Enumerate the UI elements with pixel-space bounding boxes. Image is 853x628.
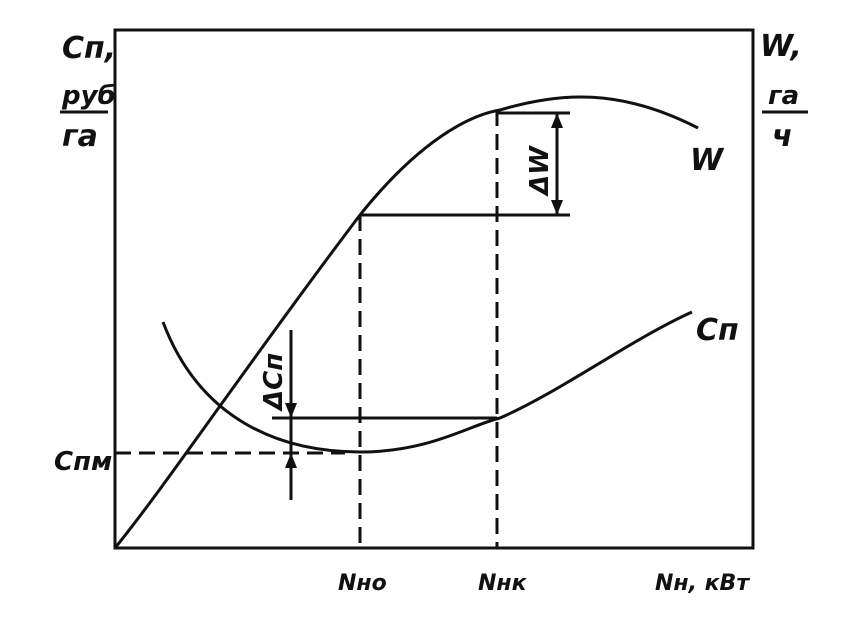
delta-c-label: ΔCп <box>259 353 289 412</box>
y-left-unit-num: руб <box>61 81 116 111</box>
series-cp-label: Cп <box>696 313 739 348</box>
delta-c-arrow-head-bottom <box>285 453 297 468</box>
delta-w-arrow-head-top <box>551 113 563 128</box>
x-axis-label: Nн, кВт <box>655 571 750 596</box>
delta-w-label: ΔW <box>525 145 555 197</box>
y-tick-cpm: Cпм <box>54 447 112 477</box>
series-w-curve <box>113 95 699 549</box>
delta-c-arrow-head-top <box>285 403 297 418</box>
y-left-unit-den: га <box>62 119 98 154</box>
delta-w-arrow-head-bottom <box>551 200 563 215</box>
y-right-symbol: W, <box>760 29 802 64</box>
x-tick-nno: Nно <box>338 571 387 596</box>
series-w-label: W <box>690 143 725 178</box>
x-tick-nnk: Nнк <box>478 571 528 596</box>
y-left-symbol: Cп, <box>62 31 116 66</box>
plot-frame <box>113 28 755 550</box>
y-right-unit-den: ч <box>772 119 793 154</box>
y-right-unit-num: га <box>768 81 799 111</box>
series-cp-curve <box>161 310 693 454</box>
